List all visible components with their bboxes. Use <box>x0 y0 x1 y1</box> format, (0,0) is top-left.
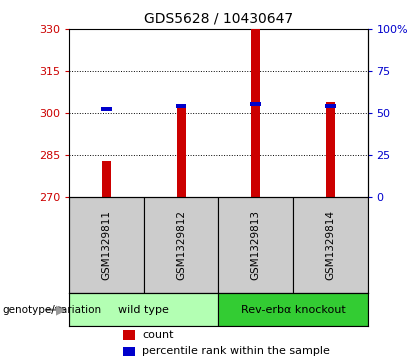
Bar <box>102 161 111 197</box>
Bar <box>293 197 368 293</box>
Bar <box>69 293 218 326</box>
Bar <box>177 105 186 197</box>
Text: GSM1329811: GSM1329811 <box>102 210 112 280</box>
Text: GSM1329814: GSM1329814 <box>325 210 335 280</box>
Bar <box>250 102 261 106</box>
Bar <box>176 104 186 107</box>
Text: count: count <box>142 330 174 340</box>
Bar <box>326 102 335 197</box>
Text: genotype/variation: genotype/variation <box>2 305 101 315</box>
Title: GDS5628 / 10430647: GDS5628 / 10430647 <box>144 11 293 25</box>
Bar <box>325 104 336 107</box>
Text: GSM1329812: GSM1329812 <box>176 210 186 280</box>
Bar <box>123 330 135 339</box>
Bar <box>144 197 218 293</box>
Bar <box>218 293 368 326</box>
Text: GSM1329813: GSM1329813 <box>251 210 261 280</box>
Text: percentile rank within the sample: percentile rank within the sample <box>142 346 330 356</box>
Bar <box>123 347 135 356</box>
Bar <box>69 197 144 293</box>
Bar <box>218 197 293 293</box>
Text: ▶: ▶ <box>55 303 65 316</box>
Bar <box>101 107 112 111</box>
Text: wild type: wild type <box>118 305 169 315</box>
Bar <box>251 29 260 197</box>
Text: Rev-erbα knockout: Rev-erbα knockout <box>241 305 345 315</box>
